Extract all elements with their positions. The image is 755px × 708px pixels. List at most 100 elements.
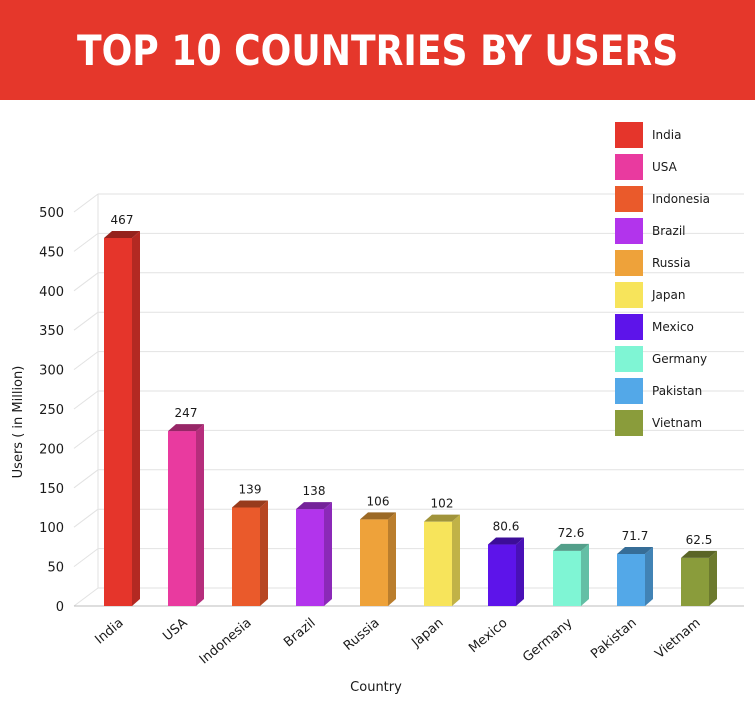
x-tick-label: Russia <box>341 616 383 654</box>
bar-chart: 0 50 100 150 200 250 300 350 400 450 500 467 247 139… <box>11 122 744 695</box>
bar-top <box>232 500 268 508</box>
bar-side <box>581 543 589 606</box>
bar-front <box>617 553 645 606</box>
bar-front <box>488 544 516 606</box>
data-label: 62.5 <box>686 533 713 547</box>
data-label: 467 <box>111 213 134 227</box>
bar-side <box>132 231 140 606</box>
x-tick-label: Germany <box>520 615 576 665</box>
legend-swatch <box>615 186 643 212</box>
legend-label: Mexico <box>652 320 694 334</box>
bar-pakistan <box>617 546 653 606</box>
legend-item-usa: USA <box>615 154 678 180</box>
x-tick-label: Pakistan <box>588 616 639 662</box>
legend: India USA Indonesia Brazil Russia Japan Mexico… <box>615 122 710 436</box>
x-tick-label: Vietnam <box>652 616 703 662</box>
bar-russia <box>360 512 396 606</box>
legend-item-japan: Japan <box>615 282 685 308</box>
legend-swatch <box>615 154 643 180</box>
bar-side <box>709 550 717 606</box>
bar-front <box>232 507 260 606</box>
bar-vietnam <box>681 550 717 606</box>
bar-top <box>488 537 524 545</box>
legend-item-pakistan: Pakistan <box>615 378 702 404</box>
y-tick-label: 0 <box>56 600 64 615</box>
x-tick-label: Japan <box>408 616 446 651</box>
data-label: 72.6 <box>558 526 585 540</box>
bar-side <box>388 512 396 606</box>
legend-item-indonesia: Indonesia <box>615 186 710 212</box>
title-banner: TOP 10 COUNTRIES BY USERS <box>0 0 755 100</box>
y-tick-label: 350 <box>39 324 64 339</box>
bar-brazil <box>296 502 332 606</box>
bar-germany <box>553 543 589 606</box>
data-label: 139 <box>239 483 262 497</box>
y-tick-label: 150 <box>39 482 64 497</box>
legend-label: USA <box>652 160 678 174</box>
bar-side <box>452 514 460 606</box>
grid-line-diagonal <box>73 508 99 528</box>
legend-label: Russia <box>652 256 691 270</box>
y-tick-label: 300 <box>39 364 64 379</box>
bar-side <box>196 424 204 606</box>
legend-swatch <box>615 282 643 308</box>
legend-label: Japan <box>651 288 685 302</box>
bar-top <box>168 424 204 432</box>
legend-swatch <box>615 314 643 340</box>
bar-top <box>296 502 332 510</box>
grid-line-diagonal <box>73 232 99 252</box>
y-tick-label: 400 <box>39 285 64 300</box>
bar-top <box>360 512 396 520</box>
y-tick-label: 200 <box>39 442 64 457</box>
legend-swatch <box>615 410 643 436</box>
bar-top <box>104 231 140 239</box>
data-label: 138 <box>303 484 326 498</box>
y-tick-label: 500 <box>39 206 64 221</box>
legend-item-vietnam: Vietnam <box>615 410 702 436</box>
legend-swatch <box>615 218 643 244</box>
data-label: 80.6 <box>493 520 520 534</box>
legend-swatch <box>615 346 643 372</box>
bar-side <box>645 546 653 606</box>
legend-item-germany: Germany <box>615 346 707 372</box>
grid-line-diagonal <box>73 272 99 292</box>
legend-swatch <box>615 250 643 276</box>
y-tick-label: 50 <box>47 561 64 576</box>
bar-front <box>104 238 132 606</box>
x-tick-label: India <box>92 616 126 648</box>
bar-top <box>617 546 653 554</box>
grid-line-diagonal <box>73 548 99 568</box>
grid-line-diagonal <box>73 351 99 371</box>
bar-front <box>296 509 324 606</box>
x-tick-label: Indonesia <box>197 616 255 668</box>
legend-item-brazil: Brazil <box>615 218 686 244</box>
legend-label: Indonesia <box>652 192 710 206</box>
bar-side <box>324 502 332 606</box>
bar-front <box>360 519 388 606</box>
data-label: 102 <box>431 497 454 511</box>
bar-front <box>681 557 709 606</box>
bar-mexico <box>488 537 524 606</box>
y-axis-label: Users ( in Million) <box>11 366 26 479</box>
legend-label: India <box>652 128 681 142</box>
page-title: TOP 10 COUNTRIES BY USERS <box>76 25 679 75</box>
bars <box>104 231 717 606</box>
y-tick-label: 450 <box>39 245 64 260</box>
grid-line-diagonal <box>73 429 99 449</box>
bar-side <box>516 537 524 606</box>
x-axis-label: Country <box>350 680 402 695</box>
data-label: 247 <box>175 406 198 420</box>
y-tick-label: 250 <box>39 403 64 418</box>
grid-line-diagonal <box>73 587 99 607</box>
bar-front <box>424 521 452 606</box>
legend-label: Germany <box>652 352 707 366</box>
grid-line-diagonal <box>73 311 99 331</box>
bar-front <box>168 431 196 606</box>
legend-label: Vietnam <box>652 416 702 430</box>
legend-swatch <box>615 378 643 404</box>
bar-front <box>553 550 581 606</box>
bar-top <box>681 550 717 558</box>
grid-line-diagonal <box>73 469 99 489</box>
grid-line-diagonal <box>73 390 99 410</box>
y-tick-label: 100 <box>39 521 64 536</box>
